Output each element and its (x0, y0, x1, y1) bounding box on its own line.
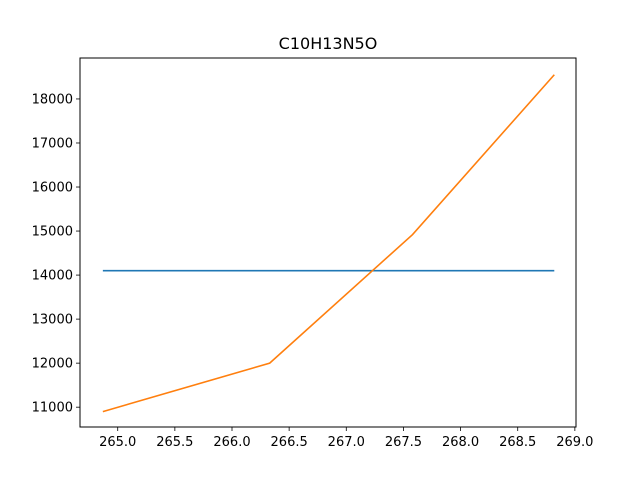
x-tick-label: 268.5 (499, 435, 536, 450)
y-tick-label: 15000 (32, 225, 73, 240)
y-tick-label: 13000 (32, 313, 73, 328)
y-axis-ticks: 11000 12000 13000 14000 15000 16000 17000 18000 (32, 92, 80, 416)
plot-frame (79, 57, 577, 428)
plot-area (102, 74, 555, 413)
x-tick-label: 267.0 (328, 435, 365, 450)
y-tick-label: 14000 (32, 269, 73, 284)
x-tick-label: 268.0 (442, 435, 479, 450)
x-tick-label: 269.0 (556, 435, 593, 450)
y-tick-label: 18000 (32, 92, 73, 107)
x-tick-label: 265.5 (156, 435, 193, 450)
x-axis-ticks: 265.0 265.5 266.0 266.5 267.0 267.5 268.0 268.5… (99, 427, 593, 450)
y-tick-label: 17000 (32, 136, 73, 151)
x-tick-label: 267.5 (385, 435, 422, 450)
y-tick-label: 16000 (32, 181, 73, 196)
x-tick-label: 265.0 (99, 435, 136, 450)
y-tick-label: 12000 (32, 357, 73, 372)
x-tick-label: 266.0 (213, 435, 250, 450)
chart-title: C10H13N5O (279, 34, 378, 53)
series-line-2 (102, 74, 555, 413)
x-tick-label: 266.5 (271, 435, 308, 450)
y-tick-label: 11000 (32, 401, 73, 416)
